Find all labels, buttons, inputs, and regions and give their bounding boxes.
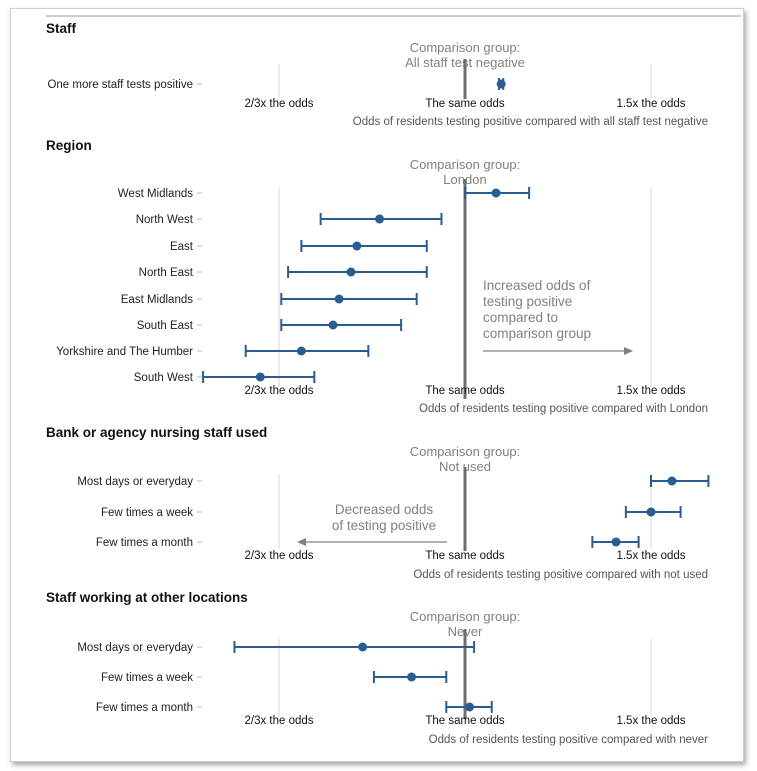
panel-2-title: Region xyxy=(46,138,92,153)
panel-2-category-label-5: East Midlands xyxy=(121,294,193,306)
panel-2-category-label-8: South West xyxy=(134,372,194,384)
panel-3-category-label-1: Most days or everyday xyxy=(77,476,193,488)
chart-frame: Staff Comparison group: All staff test neg… xyxy=(10,8,744,762)
panel-4-estimate-point-2 xyxy=(407,672,417,682)
panel-2-category-label-1: West Midlands xyxy=(118,188,193,200)
panel-2-annotation-line-1: Increased odds of xyxy=(483,278,591,293)
panel-2-annotation-line-4: comparison group xyxy=(483,326,591,341)
panel-3-comparison-label: Comparison group: xyxy=(410,444,521,459)
panel-2-category-label-3: East xyxy=(170,241,194,253)
panel-3-estimate-point-1 xyxy=(667,476,677,486)
panel-3-category-label-3: Few times a month xyxy=(96,537,193,549)
panel-2-estimate-point-4 xyxy=(346,267,356,277)
panel-2-category-label-4: North East xyxy=(139,267,194,279)
panel-2-tick-label-2: The same odds xyxy=(425,385,505,397)
panel-4-tick-label-1: 2/3x the odds xyxy=(244,715,313,727)
panel-2-xaxis-label: Odds of residents testing positive compa… xyxy=(419,403,708,415)
panel-3-estimate-point-2 xyxy=(646,507,656,517)
panel-4-category-label-1: Most days or everyday xyxy=(77,642,193,654)
panel-4-tick-label-3: 1.5x the odds xyxy=(616,715,685,727)
panel-4-category-label-3: Few times a month xyxy=(96,702,193,714)
panel-3-tick-label-2: The same odds xyxy=(425,550,505,562)
panel-2-estimate-point-2 xyxy=(375,214,385,224)
panel-3-tick-label-3: 1.5x the odds xyxy=(616,550,685,562)
panel-1-estimate-point-1 xyxy=(496,79,506,89)
panel-4-estimate-point-1 xyxy=(358,642,368,652)
panel-2-estimate-point-5 xyxy=(334,294,344,304)
panel-1-xaxis-label: Odds of residents testing positive compa… xyxy=(353,116,708,128)
panel-3-estimate-point-3 xyxy=(611,537,621,547)
panel-3-comparison-value: Not used xyxy=(439,459,491,474)
panel-2-annotation-arrowhead xyxy=(624,347,633,355)
panel-2-estimate-point-6 xyxy=(328,320,338,330)
panel-2-tick-label-1: 2/3x the odds xyxy=(244,385,313,397)
panel-2-tick-label-3: 1.5x the odds xyxy=(616,385,685,397)
panel-1-comparison-label: Comparison group: xyxy=(410,40,521,55)
panel-2-estimate-point-1 xyxy=(491,188,501,198)
panel-2-category-label-7: Yorkshire and The Humber xyxy=(56,346,193,358)
panel-2-category-label-2: North West xyxy=(136,214,194,226)
panel-2-annotation-line-2: testing positive xyxy=(483,294,572,309)
panel-3-tick-label-1: 2/3x the odds xyxy=(244,550,313,562)
panel-1-category-label-1: One more staff tests positive xyxy=(47,79,193,91)
panel-1-tick-label-3: 1.5x the odds xyxy=(616,98,685,110)
panel-4-estimate-point-3 xyxy=(465,702,475,712)
panel-2-comparison-label: Comparison group: xyxy=(410,157,521,172)
panel-4-tick-label-2: The same odds xyxy=(425,715,505,727)
panel-2-annotation-line-3: compared to xyxy=(483,310,558,325)
panel-2-estimate-point-3 xyxy=(352,241,362,251)
panel-1-tick-label-1: 2/3x the odds xyxy=(244,98,313,110)
panel-3-annotation-arrowhead xyxy=(297,538,306,546)
panel-3-title: Bank or agency nursing staff used xyxy=(46,425,267,440)
panel-3-xaxis-label: Odds of residents testing positive compa… xyxy=(413,569,708,581)
panel-4-xaxis-label: Odds of residents testing positive compa… xyxy=(429,734,709,746)
panel-3-annotation-line-2: of testing positive xyxy=(332,518,436,533)
panel-1-title: Staff xyxy=(46,21,77,36)
panel-4-comparison-label: Comparison group: xyxy=(410,609,521,624)
panel-1-tick-label-2: The same odds xyxy=(425,98,505,110)
panel-4-category-label-2: Few times a week xyxy=(101,672,193,684)
panel-4-title: Staff working at other locations xyxy=(46,590,248,605)
panel-2-category-label-6: South East xyxy=(137,320,194,332)
panel-3-annotation-line-1: Decreased odds xyxy=(335,502,434,517)
panel-2-estimate-point-8 xyxy=(255,372,265,382)
panel-3-category-label-2: Few times a week xyxy=(101,507,193,519)
panel-2-estimate-point-7 xyxy=(296,346,306,356)
